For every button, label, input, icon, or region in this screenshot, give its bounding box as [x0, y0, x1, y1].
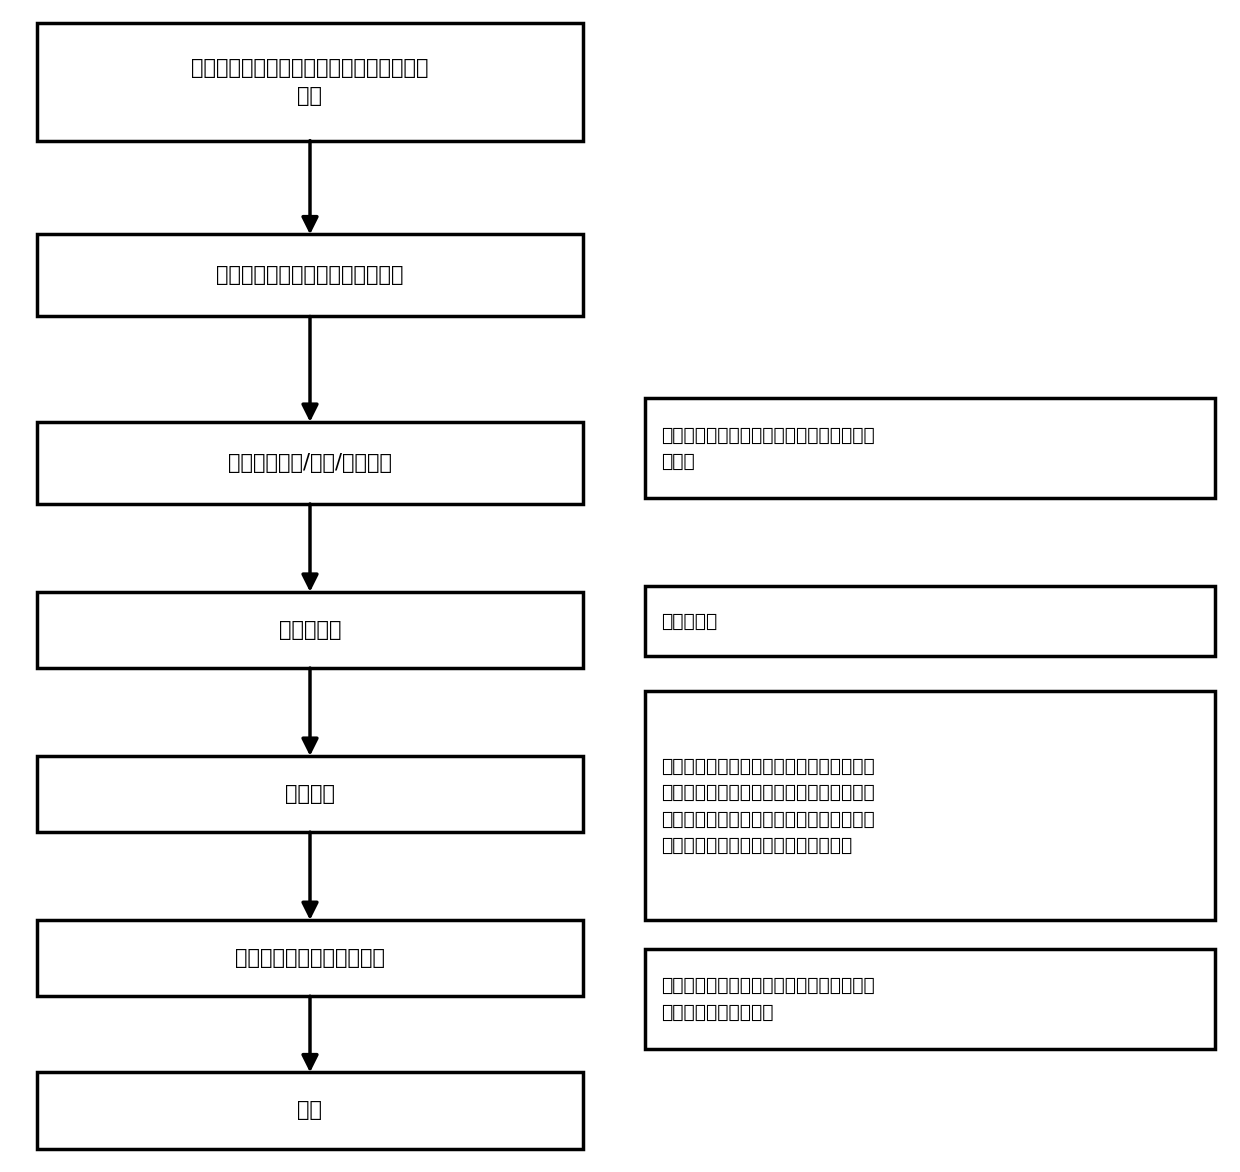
Bar	[37, 23, 583, 141]
Bar	[37, 756, 583, 832]
Bar	[645, 691, 1215, 920]
Text: 可控深度钻孔（背钻孔）在树脂塞孔前，且
树脂塞孔后有盖帽铜电镀，存在深度钻孔的
树脂上残留胶体粒，产生沾金现象，需要注
意油墨底片上要将对应的油墨窗口删除: 可控深度钻孔（背钻孔）在树脂塞孔前，且 树脂塞孔后有盖帽铜电镀，存在深度钻孔的 …	[661, 756, 874, 856]
Text: 对步骤一中分析，需要流程优化的，需要在
化学镍金前再烘烤一次: 对步骤一中分析，需要流程优化的，需要在 化学镍金前再烘烤一次	[661, 976, 874, 1022]
Text: 印制线路板生产前内层工作资料分析、设计
优化: 印制线路板生产前内层工作资料分析、设计 优化	[191, 59, 429, 105]
Text: 外层机械钻孔/电镀/外层图形: 外层机械钻孔/电镀/外层图形	[228, 452, 392, 473]
Bar	[37, 592, 583, 668]
Text: 化学镍金制作，作业前加烤: 化学镍金制作，作业前加烤	[236, 948, 384, 968]
Bar	[37, 234, 583, 316]
Text: 印制线路板内层和压合线路板制作: 印制线路板内层和压合线路板制作	[216, 265, 404, 286]
Bar	[645, 586, 1215, 656]
Text: 油墨前加烤: 油墨前加烤	[279, 620, 341, 640]
Text: 油墨前烤板: 油墨前烤板	[661, 612, 717, 631]
Bar	[645, 949, 1215, 1049]
Bar	[645, 398, 1215, 498]
Bar	[37, 920, 583, 996]
Text: 成型: 成型	[298, 1101, 322, 1120]
Bar	[37, 1072, 583, 1149]
Text: 如果是碱性蚀刻，注意要在电镀后钻出所有
不贯孔: 如果是碱性蚀刻，注意要在电镀后钻出所有 不贯孔	[661, 425, 874, 471]
Bar	[37, 422, 583, 504]
Text: 油墨制作: 油墨制作	[285, 784, 335, 804]
